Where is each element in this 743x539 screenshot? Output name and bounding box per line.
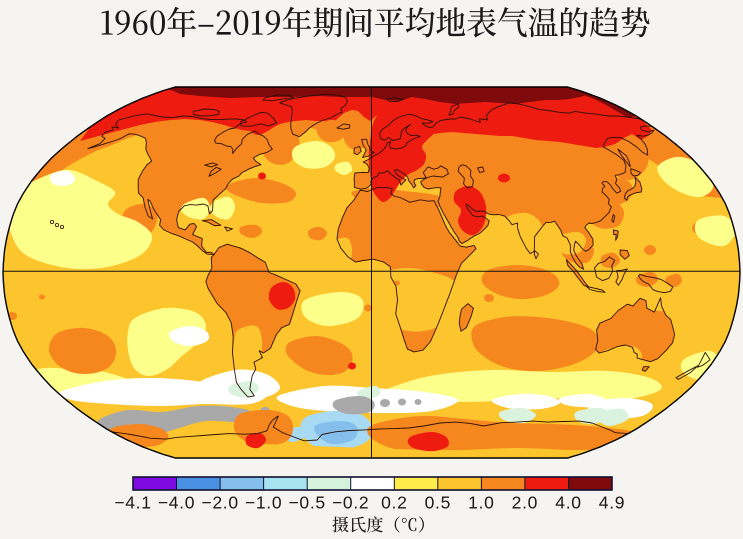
svg-text:−0.5: −0.5: [289, 493, 326, 513]
svg-text:−2.0: −2.0: [201, 493, 238, 513]
svg-text:0.2: 0.2: [381, 493, 407, 513]
svg-text:−4.1: −4.1: [114, 493, 151, 513]
svg-text:−1.0: −1.0: [245, 493, 282, 513]
svg-text:2.0: 2.0: [512, 493, 538, 513]
svg-text:1.0: 1.0: [468, 493, 494, 513]
svg-text:4.9: 4.9: [599, 493, 625, 513]
svg-text:−4.0: −4.0: [158, 493, 195, 513]
svg-text:−0.2: −0.2: [332, 493, 369, 513]
svg-text:4.0: 4.0: [555, 493, 581, 513]
svg-text:0.5: 0.5: [425, 493, 451, 513]
